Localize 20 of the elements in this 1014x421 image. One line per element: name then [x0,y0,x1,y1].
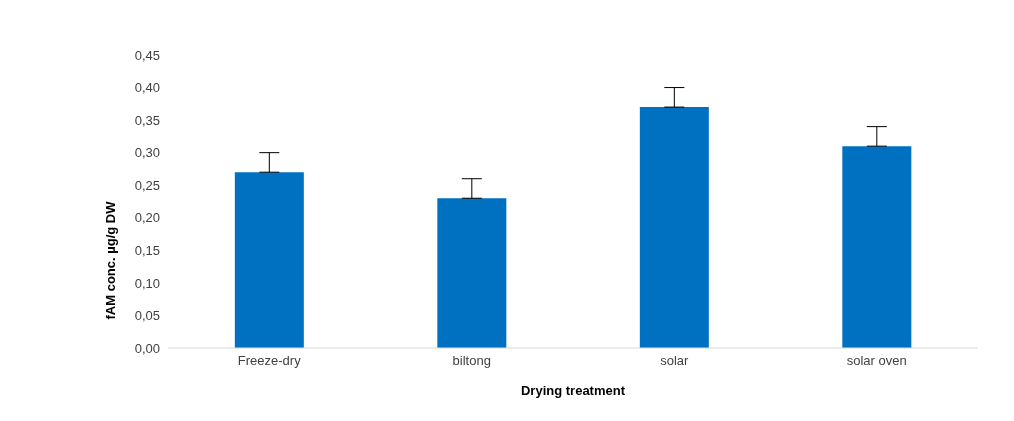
x-tick-label: solar oven [846,353,907,369]
y-tick-label: 0,30 [134,145,160,161]
bar [437,198,507,348]
y-axis-title: fAM conc. µg/g DW [102,200,118,320]
y-tick-label: 0,05 [134,308,160,324]
bar [639,107,709,348]
y-tick-label: 0,15 [134,242,160,258]
y-tick-label: 0,40 [134,80,160,96]
y-tick-label: 0,25 [134,177,160,193]
y-tick-label: 0,10 [134,275,160,291]
y-tick-label: 0,00 [134,340,160,356]
bar [234,172,304,348]
x-tick-label: Freeze-dry [237,353,302,369]
y-tick-label: 0,20 [134,210,160,226]
x-axis-title: Drying treatment [520,383,626,398]
y-tick-label: 0,45 [134,47,160,63]
bar [842,146,912,348]
x-tick-label: biltong [452,353,491,369]
x-tick-label: solar [660,353,689,369]
y-tick-label: 0,35 [134,112,160,128]
